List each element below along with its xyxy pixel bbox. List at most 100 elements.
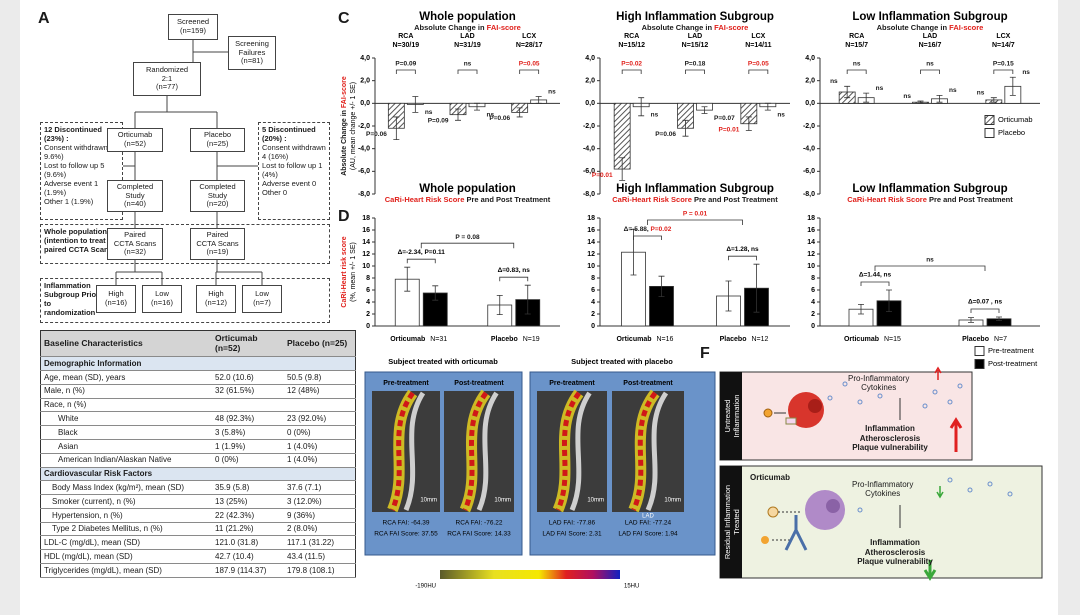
category-label: Placebo xyxy=(962,336,989,343)
comparison-label: ns xyxy=(853,61,861,68)
category-note: N=15 xyxy=(884,336,901,343)
category-label: LAD xyxy=(460,33,474,40)
table-row: Race, n (%) xyxy=(40,398,356,413)
scale-label: 10mm xyxy=(420,498,437,504)
comparison-label: P=0.05 xyxy=(748,61,769,68)
delta-bracket xyxy=(406,258,436,264)
text-part: FAI-score xyxy=(949,23,983,32)
bar-label: ns xyxy=(830,78,838,85)
text-part: Pre and Post Treatment xyxy=(927,195,1013,204)
drug-label: Orticumab xyxy=(750,473,791,482)
delta-label: Δ=0.83, ns xyxy=(498,267,531,274)
error-bar xyxy=(863,92,870,103)
view-label: Post-treatment xyxy=(454,380,504,387)
y-tick-label: 4,0 xyxy=(805,55,815,62)
y-tick-label: 0,0 xyxy=(360,100,370,107)
category-label: Orticumab xyxy=(390,336,425,343)
category-note: N=15/7 xyxy=(845,42,868,49)
category-label: RCA xyxy=(624,33,639,40)
connector xyxy=(134,212,218,228)
y-tick-label: 2,0 xyxy=(805,78,815,85)
delta-label: Δ=1.28, ns xyxy=(726,246,759,253)
y-tick-label: 2 xyxy=(811,311,815,318)
table-cell: 2 (8.0%) xyxy=(284,522,356,537)
y-tick-label: -2,0 xyxy=(803,123,815,130)
nucleus xyxy=(808,399,822,413)
ligand xyxy=(767,506,779,518)
y-tick-label: -8,0 xyxy=(803,191,815,198)
table-row: Type 2 Diabetes Mellitus, n (%) 11 (21.2%… xyxy=(40,522,356,537)
scale-label: 10mm xyxy=(664,498,681,504)
text-part: P=0.02 xyxy=(651,226,672,233)
table-cell: 0 (0%) xyxy=(212,453,284,468)
table-cell: 187.9 (114.37) xyxy=(212,563,284,579)
category-label: LCX xyxy=(996,33,1010,40)
flow-node: Screening Failures (n=81) xyxy=(228,36,276,70)
flow-node: Paired CCTA Scans (n=19) xyxy=(190,228,245,260)
table-cell: Type 2 Diabetes Mellitus, n (%) xyxy=(40,522,212,537)
flow-group: Inflammation Subgroup Prior to randomiza… xyxy=(40,278,330,323)
chart-subtitle: CaRi-Heart Risk Score Pre and Post Treat… xyxy=(385,195,551,204)
category-note: N=15/12 xyxy=(682,42,709,49)
table-cell: White xyxy=(40,411,212,427)
group-title: Inflammation Subgroup Prior to randomiza… xyxy=(44,281,99,317)
bar-label: ns xyxy=(777,111,785,118)
chart-subtitle: Absolute Change in FAI-score xyxy=(642,23,749,32)
bar-label: ns xyxy=(977,89,985,96)
flow-node: Orticumab (n=52) xyxy=(107,128,163,152)
text-part: Absolute Change in xyxy=(414,23,487,32)
chart-subtitle: CaRi-Heart Risk Score Pre and Post Treat… xyxy=(847,195,1013,204)
error-bar xyxy=(393,116,400,140)
table-cell: 121.0 (31.8) xyxy=(212,535,284,551)
outcome-label: Inflammation Atherosclerosis Plaque vuln… xyxy=(852,424,928,452)
baseline-table: Baseline Characteristics Orticumab (n=52)… xyxy=(40,330,356,579)
bar-label: ns xyxy=(651,111,659,118)
vessel-core xyxy=(390,391,415,511)
legend-label: Pre-treatment xyxy=(988,346,1035,355)
category-note: N=28/17 xyxy=(516,42,543,49)
legend-swatch xyxy=(974,346,985,356)
comparison-bracket xyxy=(748,69,769,74)
overall-label: ns xyxy=(926,257,934,264)
table-cell: Triglycerides (mg/dL), mean (SD) xyxy=(40,563,212,579)
vessel-lumen xyxy=(403,391,426,511)
ligand xyxy=(761,536,769,544)
group-item: Consent withdrawn 4 (16%) xyxy=(262,143,326,161)
y-tick-label: 0,0 xyxy=(585,100,595,107)
comparison-bracket xyxy=(920,69,940,74)
chart-title: Low Inflammation Subgroup xyxy=(852,183,1007,195)
error-bar xyxy=(990,97,997,103)
y-tick-label: 0 xyxy=(366,323,370,330)
comparison-bracket xyxy=(846,69,867,74)
table-cell: 48 (92.3%) xyxy=(212,411,284,427)
error-bar xyxy=(619,157,626,181)
section-cell: Demographic Information xyxy=(40,356,356,372)
y-tick-label: 14 xyxy=(807,239,815,246)
comparison-label: P=0.18 xyxy=(685,61,706,68)
cytokines xyxy=(827,381,963,409)
text-part: FAI-score xyxy=(487,23,521,32)
y-tick-label: -6,0 xyxy=(583,168,595,175)
bar-label: P=0.06 xyxy=(489,115,510,122)
error-bar xyxy=(474,102,480,111)
text-part: CaRi-Heart Risk Score xyxy=(847,195,927,204)
error-bar xyxy=(524,284,531,315)
table-cell: 52.0 (10.6) xyxy=(212,370,284,385)
table-cell: 42.7 (10.4) xyxy=(212,549,284,564)
legend-swatch xyxy=(984,115,995,125)
y-axis-label: CaRi-Heart risk score xyxy=(341,236,348,307)
category-note: N=19 xyxy=(523,336,540,343)
y-tick-label: 16 xyxy=(587,227,595,234)
table-row: Triglycerides (mg/dL), mean (SD) 187.9 (1… xyxy=(40,563,356,579)
overall-label: P = 0.08 xyxy=(455,234,480,241)
y-tick-label: 10 xyxy=(807,263,815,270)
error-bar xyxy=(996,316,1002,321)
bar-label: P=0.01 xyxy=(719,126,740,133)
y-tick-label: 4,0 xyxy=(585,55,595,62)
flow-node: Completed Study (n=40) xyxy=(107,180,163,212)
y-tick-label: 6 xyxy=(811,287,815,294)
category-note: N=30/19 xyxy=(392,42,419,49)
